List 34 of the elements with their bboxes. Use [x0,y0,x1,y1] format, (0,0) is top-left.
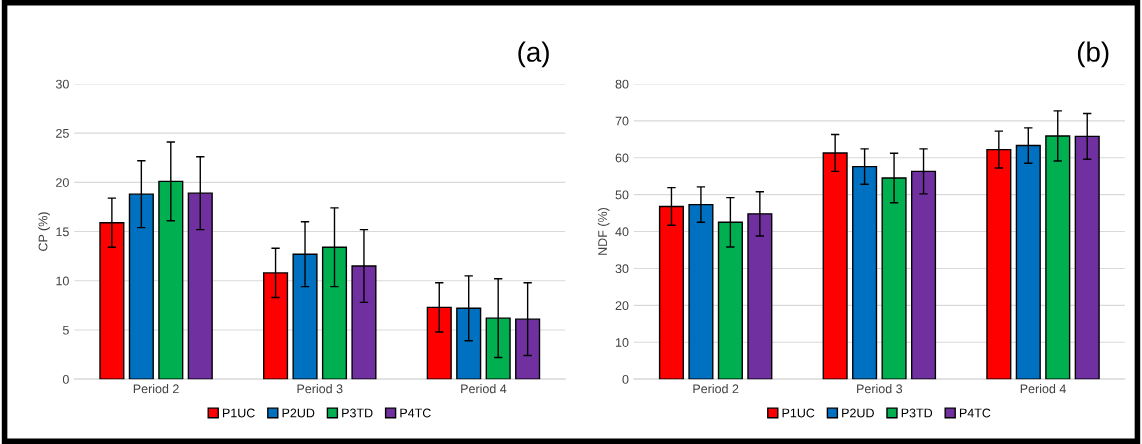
x-tick-label: Period 4 [461,384,507,394]
x-tick-label: Period 3 [857,384,903,394]
y-tick-label: 0 [62,374,69,384]
y-tick-label: 40 [615,227,629,237]
legend-label: P4TC [959,408,991,418]
legend-label: P2UD [842,408,874,418]
y-tick-label: 25 [56,128,69,138]
legend-label: P3TD [901,408,933,418]
legend-label: P1UC [782,408,815,418]
y-tick-label: 0 [622,374,629,384]
legend-label: P2UD [282,408,315,418]
text: (a) [518,41,549,68]
x-tick-label: Period 2 [693,384,739,394]
y-tick-label: 20 [56,178,69,187]
y-axis-title: NDF (%) [597,208,610,255]
y-tick-label: 30 [615,264,629,274]
y-tick-label: 20 [615,301,629,311]
x-tick-label: Period 2 [133,384,179,394]
x-tick-label: Period 3 [297,384,343,394]
legend-label: P1UC [222,408,255,418]
y-tick-label: 60 [615,153,629,163]
text: (b) [1077,41,1109,68]
y-tick-label: 50 [615,190,629,200]
y-tick-label: 30 [55,79,69,89]
y-tick-label: 15 [56,227,69,237]
y-tick-label: 5 [62,325,69,335]
y-tick-label: 70 [615,116,629,126]
y-axis-title: CP (%) [38,212,50,251]
legend-label: P4TC [400,408,431,418]
y-tick-label: 10 [56,276,69,286]
y-tick-label: 10 [616,338,629,347]
x-tick-label: Period 4 [1020,384,1066,394]
legend-label: P3TD [342,408,373,418]
y-tick-label: 80 [615,79,629,89]
